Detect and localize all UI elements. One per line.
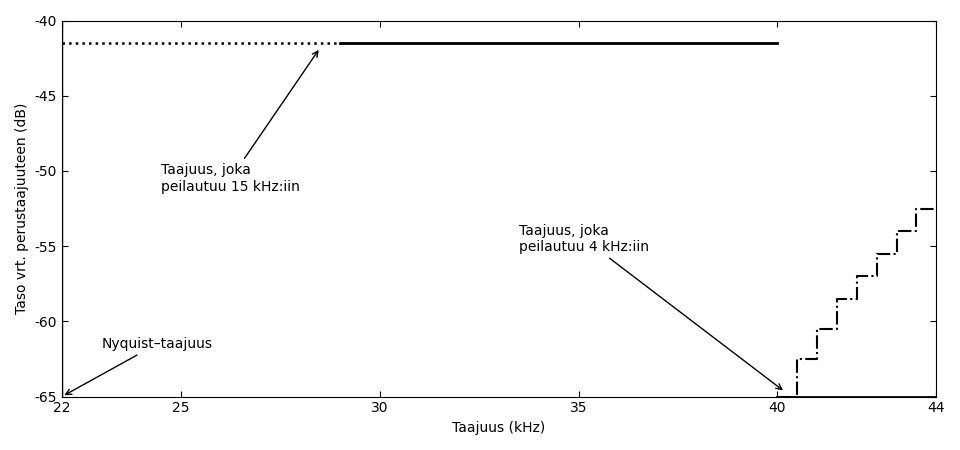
Text: Taajuus, joka
peilautuu 15 kHz:iin: Taajuus, joka peilautuu 15 kHz:iin [161, 51, 318, 194]
Y-axis label: Taso vrt. perustaajuuteen (dB): Taso vrt. perustaajuuteen (dB) [15, 103, 29, 314]
Text: Taajuus, joka
peilautuu 4 kHz:iin: Taajuus, joka peilautuu 4 kHz:iin [519, 224, 781, 389]
Text: Nyquist–taajuus: Nyquist–taajuus [65, 337, 213, 395]
X-axis label: Taajuus (kHz): Taajuus (kHz) [452, 421, 545, 435]
